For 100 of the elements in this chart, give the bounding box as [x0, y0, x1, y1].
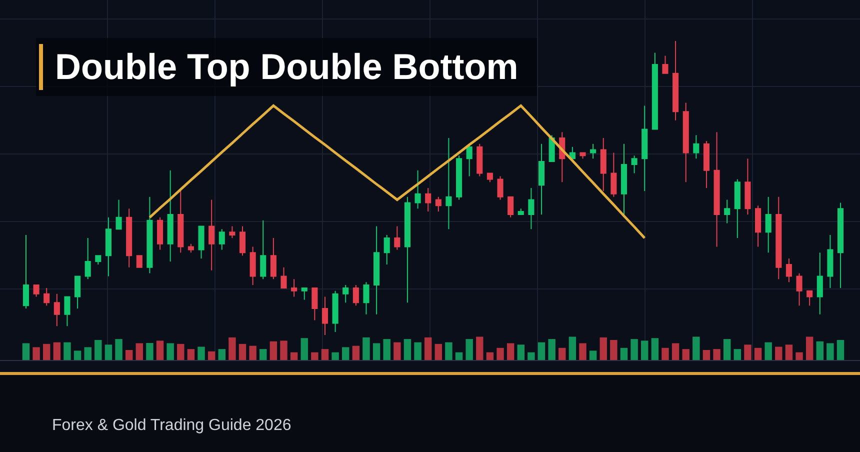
candlestick	[74, 276, 81, 310]
candlestick	[435, 196, 442, 212]
candlestick	[456, 155, 462, 200]
bar	[136, 343, 144, 360]
bar	[311, 352, 318, 360]
bar	[94, 340, 102, 360]
candlestick	[414, 170, 421, 210]
candlestick	[167, 170, 174, 262]
candlestick	[198, 226, 204, 260]
candlestick	[631, 155, 638, 174]
candlestick	[374, 226, 380, 315]
bar	[682, 349, 690, 360]
bar	[383, 339, 390, 360]
candlestick	[734, 178, 740, 238]
bar	[589, 350, 597, 360]
bar	[146, 342, 154, 360]
candlestick	[136, 255, 142, 268]
candlestick	[755, 205, 762, 248]
bar	[568, 336, 576, 360]
candlestick	[280, 266, 287, 288]
bar	[125, 350, 133, 360]
bar	[538, 342, 546, 360]
candlestick	[642, 105, 648, 192]
text: Forex & Gold Trading Guide 2026	[52, 416, 292, 436]
candlestick	[744, 158, 751, 215]
bar	[610, 340, 618, 360]
candlestick	[796, 272, 802, 306]
candlestick	[126, 208, 132, 268]
bar	[651, 338, 659, 360]
candlestick	[404, 196, 410, 304]
bar	[630, 339, 638, 360]
bar	[672, 343, 680, 360]
candlestick	[208, 199, 215, 271]
candlestick	[827, 234, 834, 288]
bar	[816, 341, 824, 360]
candlestick	[682, 102, 689, 183]
candlestick	[693, 134, 700, 160]
bar	[280, 340, 288, 360]
bar	[496, 348, 504, 360]
candlestick	[466, 143, 472, 177]
bar	[104, 344, 112, 360]
bar	[826, 343, 834, 360]
bar	[517, 344, 524, 360]
bar	[208, 351, 216, 360]
candlestick	[786, 258, 792, 283]
candlestick	[569, 146, 576, 160]
bar	[166, 343, 174, 360]
candlestick	[44, 287, 50, 306]
bar	[692, 336, 700, 360]
candlestick	[322, 296, 328, 335]
bar	[270, 341, 278, 360]
bar	[260, 349, 267, 360]
candlestick	[260, 220, 266, 280]
bar	[600, 337, 607, 360]
bar	[74, 350, 82, 360]
bar	[414, 342, 422, 360]
candlestick	[105, 216, 112, 277]
candlestick	[239, 226, 246, 256]
bar	[528, 352, 535, 360]
candlestick	[776, 196, 782, 280]
candlestick	[33, 284, 40, 298]
candlestick	[84, 237, 91, 280]
bar	[64, 342, 71, 360]
bar	[372, 343, 380, 360]
candlestick	[610, 152, 617, 198]
bar	[754, 348, 762, 360]
bar	[187, 349, 195, 360]
candlestick	[765, 196, 772, 254]
candlestick	[662, 55, 668, 74]
bar	[42, 344, 50, 360]
bar	[218, 349, 226, 360]
candlestick	[425, 188, 432, 212]
bar	[177, 344, 184, 360]
bar	[744, 344, 752, 360]
bar	[641, 340, 648, 360]
candlestick	[156, 216, 164, 250]
bar	[352, 346, 360, 360]
bar	[548, 339, 556, 360]
candlestick	[518, 208, 524, 215]
candlestick	[178, 190, 184, 254]
bar	[713, 349, 720, 360]
bar	[506, 343, 514, 360]
bar	[238, 344, 246, 360]
candlestick	[580, 152, 586, 160]
candlestick	[652, 52, 658, 130]
candlestick	[816, 252, 823, 315]
candlestick	[806, 290, 813, 306]
bar	[723, 339, 731, 360]
candlestick	[218, 228, 225, 250]
bar	[332, 352, 339, 360]
candlestick	[54, 293, 60, 327]
bar	[53, 342, 61, 360]
bar	[434, 344, 442, 360]
bar	[445, 342, 452, 360]
bar	[806, 336, 814, 360]
bar	[836, 340, 844, 360]
bar	[84, 347, 92, 360]
candlestick	[394, 226, 400, 250]
bar	[156, 340, 164, 360]
bar	[702, 350, 710, 360]
